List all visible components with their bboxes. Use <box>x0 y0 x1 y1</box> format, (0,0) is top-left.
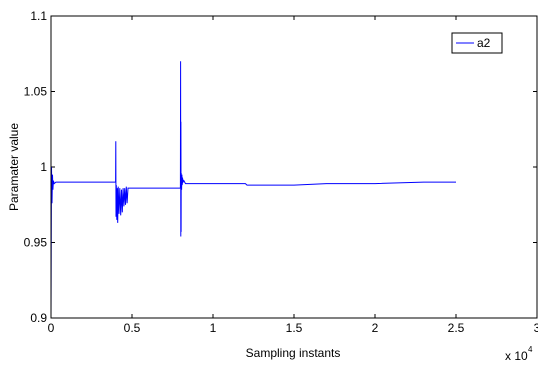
y-tick-labels: 0.9 0.95 1 1.05 1.1 <box>24 9 48 325</box>
y-tick-label: 1.05 <box>24 85 48 99</box>
y-tick-label: 1.1 <box>30 9 47 23</box>
x-tick-label: 0 <box>48 321 55 335</box>
series-line-a2 <box>50 61 456 319</box>
y-axis-label: Paramater value <box>7 123 21 211</box>
legend-label-a2: a2 <box>477 36 491 50</box>
x-axis-multiplier: x 10 4 <box>505 345 533 363</box>
legend-box <box>451 32 503 54</box>
plot-area <box>51 16 537 318</box>
plot-frame <box>50 15 538 319</box>
x-axis-label: Sampling instants <box>246 346 341 360</box>
x-tick-label: 1 <box>210 321 217 335</box>
x-tick-label: 1.5 <box>286 321 303 335</box>
legend: a2 <box>451 32 503 54</box>
x-tick-label: 0.5 <box>124 321 141 335</box>
x-tick-label: 3 <box>534 321 538 335</box>
x-tick-label: 2.5 <box>448 321 465 335</box>
x-tick-labels: 0 0.5 1 1.5 2 2.5 3 <box>48 321 538 335</box>
y-tick-label: 0.95 <box>24 236 48 250</box>
x-axis-multiplier-label: x 10 <box>505 349 528 363</box>
y-tick-label: 1 <box>40 160 47 174</box>
x-tick-label: 2 <box>372 321 379 335</box>
y-tick-label: 0.9 <box>30 311 47 325</box>
x-axis-multiplier-exponent: 4 <box>528 345 533 354</box>
